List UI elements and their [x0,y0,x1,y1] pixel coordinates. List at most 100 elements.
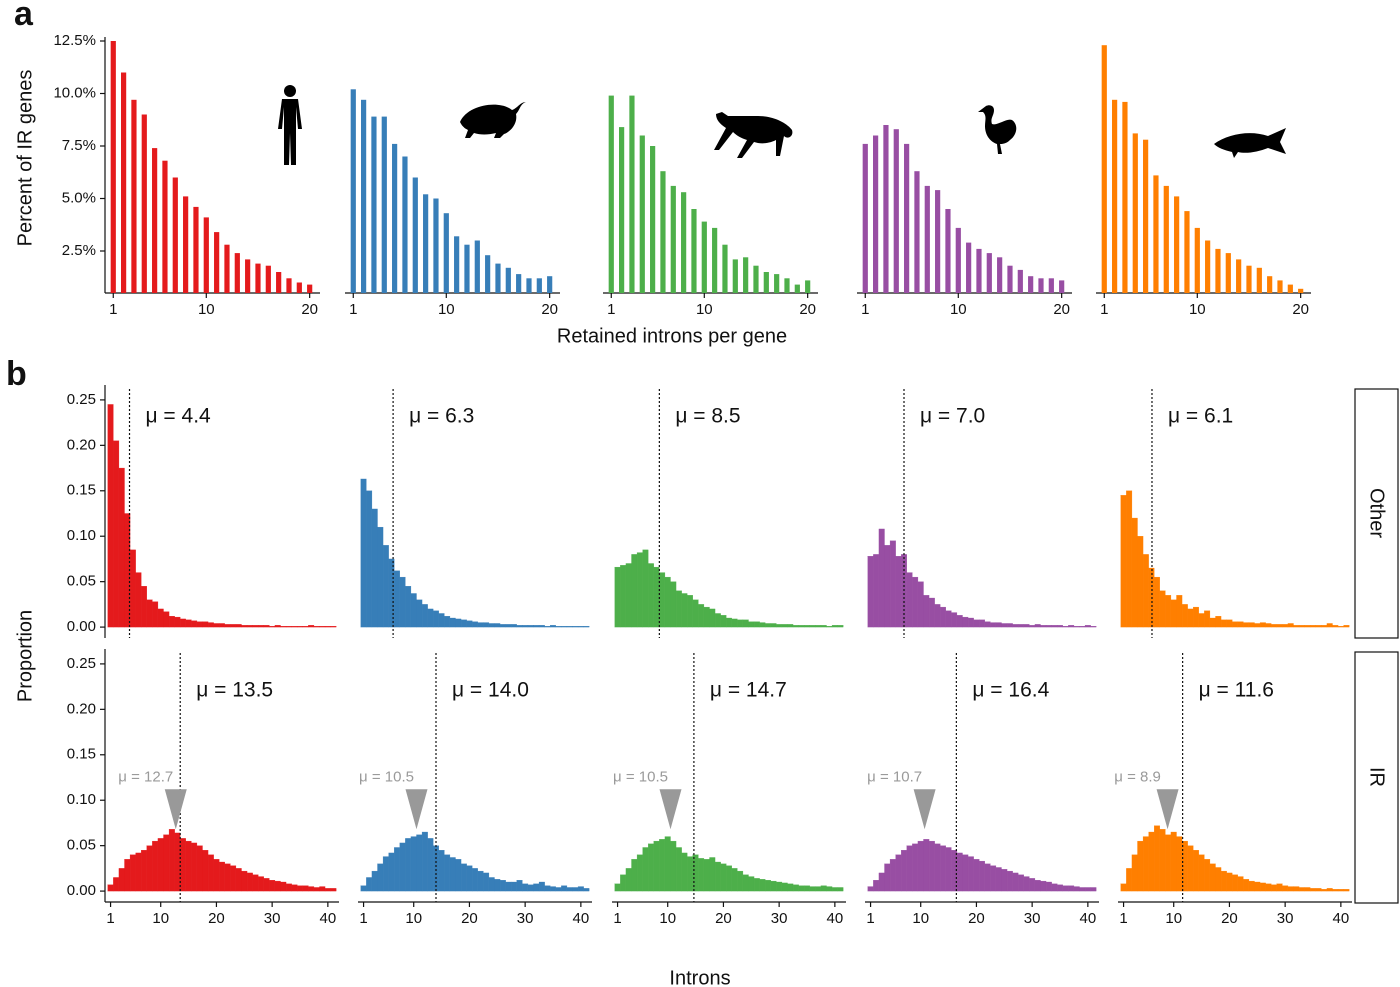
histogram-bar [1265,623,1272,628]
histogram-bar [1154,825,1160,892]
histogram-bar [1131,854,1138,892]
histogram-bar [906,572,913,628]
histogram-bar [302,885,309,892]
x-tick-label: 10 [438,301,455,318]
mean-label: μ = 14.7 [710,679,787,702]
x-tick-label: 1 [109,301,117,318]
histogram-bar [1321,625,1328,628]
histogram-bar [180,618,186,628]
histogram-bar [455,859,462,892]
bar [681,192,687,293]
histogram-bar [1254,623,1261,628]
histogram-bar [731,618,738,628]
x-tick-label: 1 [607,301,615,318]
histogram-bar [1142,554,1149,628]
histogram-bar [219,623,225,628]
inner-mean-marker [913,789,936,830]
histogram-bar [516,625,523,628]
histogram-bar [488,623,495,628]
histogram-bar [1084,887,1091,892]
y-tick-label: 0.25 [67,655,96,672]
x-tick-label: 30 [1024,910,1041,927]
histogram-bar [511,881,517,892]
y-tick-label: 0.20 [67,700,96,717]
histogram-bar [1220,870,1227,892]
histogram-bar [781,882,788,892]
histogram-bar [219,861,225,892]
histogram-bar [653,840,660,892]
histogram-bar [477,870,484,892]
bar [1163,185,1169,293]
histogram-bar [438,850,445,892]
histogram-bar [1282,624,1289,628]
histogram-bar [837,625,844,628]
histogram-bar [614,883,621,892]
histogram-bar [141,586,147,628]
histogram-bar [538,625,545,628]
y-tick-label: 0.05 [67,573,96,590]
bar [1101,45,1107,294]
bar [1038,278,1044,293]
histogram-bar [1287,886,1294,892]
histogram-bar [831,625,838,628]
x-tick-label: 20 [541,301,558,318]
x-tick-label: 20 [968,910,985,927]
mean-label: μ = 14.0 [452,679,529,702]
bar [1287,284,1293,293]
bar [443,213,449,293]
histogram-bar [787,624,794,628]
bar [485,255,491,293]
histogram-bar [191,620,198,628]
x-tick-label: 40 [1333,910,1350,927]
histogram-bar [1265,883,1272,892]
bar [976,248,982,293]
histogram-bar [1337,626,1344,628]
bar [743,257,749,293]
histogram-bar [884,545,891,628]
histogram-bar [815,625,822,628]
bar [381,116,387,293]
bar [361,99,367,293]
histogram-bar [1337,889,1344,892]
histogram-bar [505,624,512,628]
x-tick-label: 40 [573,910,590,927]
histogram-bar [1170,599,1177,628]
histogram-bar [577,886,584,892]
histogram-bar [703,606,710,628]
histogram-bar [118,868,125,892]
inner-mean-marker [1156,789,1179,830]
histogram-bar [659,839,666,892]
histogram-bar [820,885,827,892]
histogram-bar [776,624,783,628]
y-tick-label: 0.20 [67,436,96,453]
histogram-bar [382,856,389,892]
histogram-bar [527,884,534,892]
histogram-bar [1237,621,1244,628]
inner-mean-label: μ = 10.5 [359,768,414,785]
histogram-bar [614,566,621,628]
histogram-bar [1215,867,1222,892]
histogram-bar [174,616,181,628]
histogram-bar [664,576,671,628]
histogram-bar [798,885,805,892]
histogram-bar [995,622,1002,628]
histogram-bar [196,845,203,892]
bar [516,274,522,293]
histogram-bar [973,619,980,628]
histogram-bar [302,626,309,628]
histogram-bar [135,852,142,892]
histogram-bar [1315,625,1322,628]
histogram-bar [709,608,716,628]
histogram-bar [884,863,891,892]
histogram-bar [538,881,545,892]
bar [955,227,961,293]
histogram-bar [561,885,568,892]
histogram-bar [912,576,919,628]
bar [784,278,790,293]
bar [1112,99,1118,293]
histogram-bar [1248,880,1255,892]
y-tick-label: 5.0% [62,189,96,206]
histogram-bar [449,617,456,628]
bar [505,267,511,293]
histogram-bar [566,626,573,628]
